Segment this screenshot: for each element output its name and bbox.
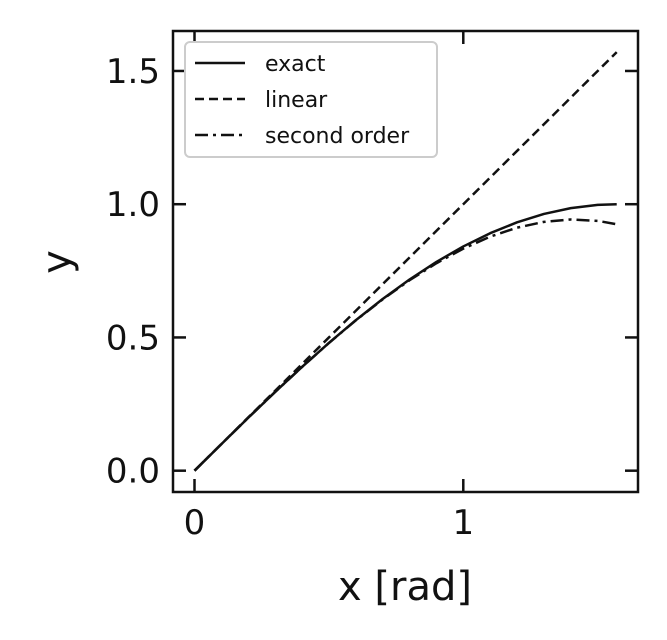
series-line-exact bbox=[193, 202, 617, 472]
x-tick-label-0: 0 bbox=[184, 503, 206, 543]
legend-label-exact: exact bbox=[265, 52, 326, 77]
series-lines bbox=[193, 51, 618, 472]
legend: exact linear second order bbox=[184, 41, 438, 158]
legend-box bbox=[184, 41, 438, 158]
x-axis-label: x [rad] bbox=[338, 564, 472, 610]
series-line-second-order bbox=[193, 218, 617, 472]
legend-label-linear: linear bbox=[265, 88, 328, 113]
y-tick-label-2: 1.0 bbox=[106, 185, 160, 225]
y-tick-label-0: 0.0 bbox=[106, 452, 160, 492]
y-tick-label-1: 0.5 bbox=[106, 318, 160, 358]
y-axis-label: y bbox=[34, 250, 80, 274]
axis-ticks: 0 1 0.0 0.5 1.0 1.5 bbox=[106, 31, 638, 543]
x-tick-label-1: 1 bbox=[452, 503, 474, 543]
legend-label-second-order: second order bbox=[265, 124, 410, 149]
series-line-linear bbox=[193, 51, 618, 472]
plot-frame bbox=[171, 29, 640, 494]
y-tick-label-3: 1.5 bbox=[106, 52, 160, 92]
